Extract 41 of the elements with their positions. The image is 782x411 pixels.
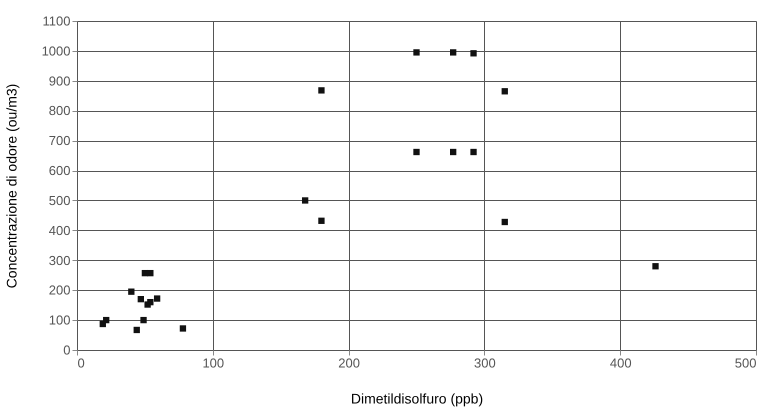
y-tick-label: 1100 <box>42 14 70 28</box>
point <box>140 316 147 324</box>
point <box>450 49 456 56</box>
point <box>147 298 154 306</box>
point <box>413 49 420 56</box>
point <box>502 88 508 94</box>
y-tick-label: 600 <box>48 163 70 178</box>
point <box>652 263 659 270</box>
y-tick-label: 800 <box>48 103 70 118</box>
point <box>470 148 477 156</box>
x-tick-label: 400 <box>610 356 632 370</box>
point <box>180 325 186 332</box>
x-tick-label: 0 <box>78 356 85 370</box>
y-tick-label: 0 <box>63 342 70 358</box>
point <box>318 87 325 94</box>
point <box>128 288 134 295</box>
x-tick-label: 500 <box>734 356 756 370</box>
x-tick-label: 200 <box>338 356 360 370</box>
y-tick-label: 700 <box>48 133 70 148</box>
y-tick-label: 100 <box>48 312 70 328</box>
point <box>502 218 508 226</box>
y-tick-label: 500 <box>48 192 70 208</box>
y-tick-label: 1000 <box>42 43 70 58</box>
y-tick-label: 200 <box>48 282 70 298</box>
x-tick-label: 300 <box>474 356 496 370</box>
y-tick-label: 400 <box>48 222 70 238</box>
point <box>413 148 420 156</box>
point <box>103 316 110 324</box>
point <box>134 326 140 334</box>
x-axis-title: Dimetildisolfuro (ppb) <box>350 390 484 406</box>
x-tick-label: 100 <box>202 356 224 370</box>
y-tick-label: 900 <box>48 73 70 88</box>
y-tick-label: 300 <box>48 252 70 268</box>
point <box>470 50 477 56</box>
point <box>450 148 456 156</box>
point <box>147 270 154 276</box>
point <box>154 295 160 302</box>
y-axis-title: Concentrazione di odore (ou/m3) <box>4 84 20 288</box>
point <box>138 296 144 302</box>
point <box>318 218 325 224</box>
point <box>302 197 308 204</box>
